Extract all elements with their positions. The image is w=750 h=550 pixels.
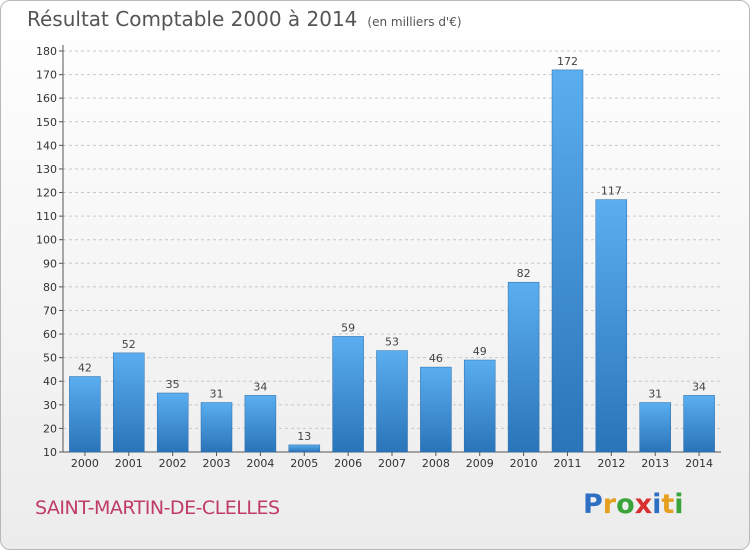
value-label-2013: 31 [648,388,662,401]
y-tick-label: 130 [36,163,57,176]
y-tick-label: 30 [43,399,57,412]
y-tick-label: 50 [43,352,57,365]
value-label-2009: 49 [473,345,487,358]
y-tick-label: 90 [43,257,57,270]
town-name: SAINT-MARTIN-DE-CLELLES [35,497,280,519]
x-tick-label-2012: 2012 [597,457,625,470]
value-label-2011: 172 [557,55,578,68]
x-tick-label-2005: 2005 [290,457,318,470]
bar-2002 [156,392,189,453]
x-tick-label-2014: 2014 [685,457,713,470]
y-tick-label: 120 [36,187,57,200]
y-tick-label: 170 [36,69,57,82]
bar-2004 [244,395,277,453]
x-tick-label-2006: 2006 [334,457,362,470]
axes: 10 20 30 40 50 60 70 80 90 100 110 120 130 140 150 160 1… [36,45,721,470]
value-label-2010: 82 [517,267,531,280]
y-tick-label: 110 [36,210,57,223]
x-tick-label-2004: 2004 [246,457,274,470]
x-tick-label-2000: 2000 [71,457,99,470]
x-tick-label-2011: 2011 [553,457,581,470]
y-tick-label: 80 [43,281,57,294]
value-label-2006: 59 [341,321,355,334]
y-tick-label: 70 [43,304,57,317]
x-tick-label-2013: 2013 [641,457,669,470]
logo-letter: P [583,489,603,520]
bar-2007 [376,350,408,453]
logo-letter: i [674,489,684,520]
chart-title: Résultat Comptable 2000 à 2014 (en millie… [27,7,462,31]
y-tick-label: 40 [43,375,57,388]
bar-2011 [551,69,584,453]
bar-2005 [288,444,321,453]
bar-2001 [113,352,145,453]
x-tick-label-2009: 2009 [466,457,494,470]
value-label-2007: 53 [385,336,399,349]
bar-2013 [639,402,671,453]
proxiti-logo[interactable]: Proxiti [583,489,684,520]
bar-2012 [595,199,628,453]
value-label-2003: 31 [210,388,224,401]
logo-letter: t [661,489,675,520]
value-label-2001: 52 [122,338,136,351]
y-tick-label: 160 [36,92,57,105]
y-tick-label: 60 [43,328,57,341]
logo-letter: x [634,489,653,520]
y-tick-label: 140 [36,139,57,152]
bar-2014 [683,395,715,453]
y-tick-label: 10 [43,446,57,459]
value-label-2014: 34 [692,380,706,393]
bar-2009 [463,359,496,453]
logo-letter: r [602,489,617,520]
value-label-2000: 42 [78,362,92,375]
bar-2006 [332,336,364,453]
x-tick-label-2007: 2007 [378,457,406,470]
value-label-2005: 13 [297,430,311,443]
logo-letter: o [616,489,635,520]
x-tick-label-2002: 2002 [159,457,187,470]
bar-2003 [200,402,233,453]
logo-letter: i [652,489,662,520]
y-tick-label: 180 [36,45,57,58]
x-tick-label-2001: 2001 [115,457,143,470]
x-tick-label-2008: 2008 [422,457,450,470]
value-label-2008: 46 [429,352,443,365]
chart-title-text: Résultat Comptable 2000 à 2014 [27,7,358,31]
value-label-2002: 35 [166,378,180,391]
x-tick-label-2010: 2010 [510,457,538,470]
bar-chart: 10 20 30 40 50 60 70 80 90 100 110 120 130 140 150 160 1… [36,45,721,470]
y-tick-label: 20 [43,422,57,435]
y-tick-label: 100 [36,234,57,247]
bar-2008 [420,366,452,453]
chart-unit: (en milliers d'€) [367,15,462,29]
bars: 42 52 35 31 34 13 59 53 46 49 82 172 117 31 34 [69,55,715,453]
value-label-2004: 34 [253,380,267,393]
x-tick-label-2003: 2003 [203,457,231,470]
value-label-2012: 117 [601,185,622,198]
bar-2010 [507,281,540,453]
y-tick-label: 150 [36,116,57,129]
bar-2000 [69,376,101,453]
